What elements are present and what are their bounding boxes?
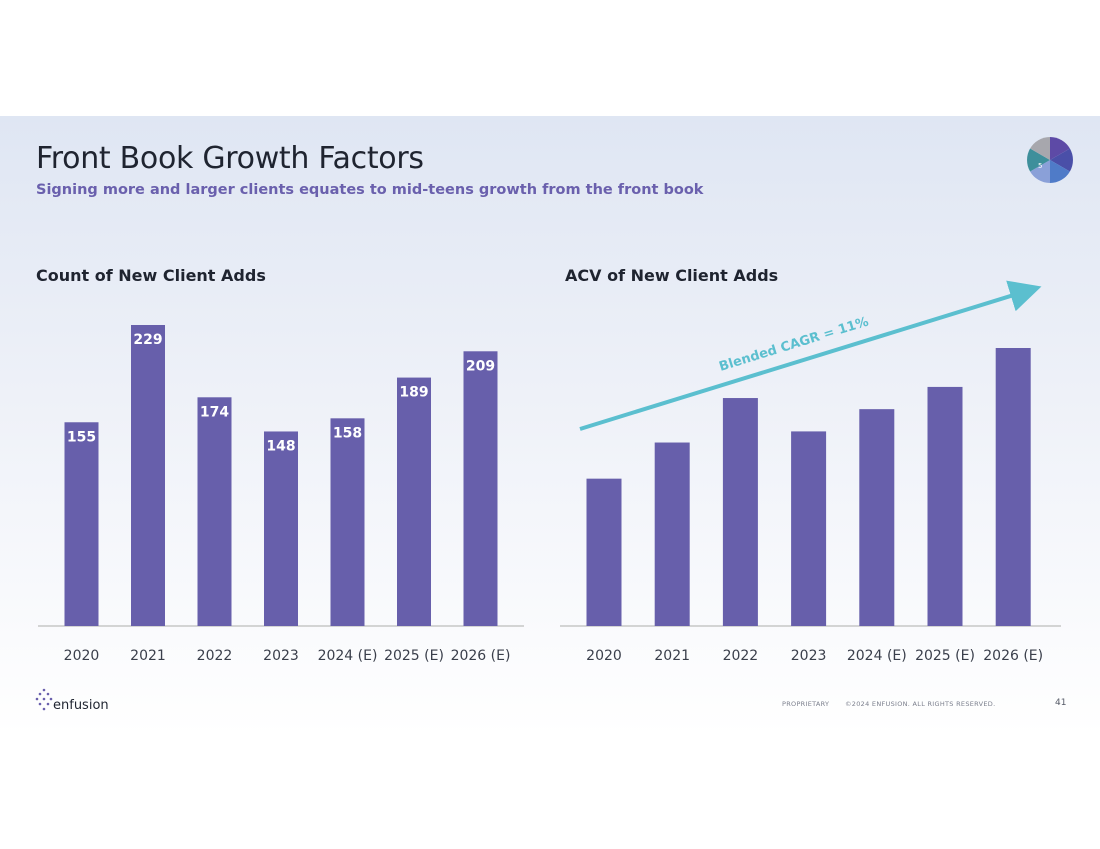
x-tick-label: 2023 [791, 648, 827, 664]
badge-number: 5 [1038, 162, 1042, 170]
x-tick-label: 2025 (E) [915, 648, 975, 664]
enfusion-logo-icon [35, 688, 53, 711]
bar-2021 [131, 325, 165, 626]
data-label: 209 [466, 358, 495, 374]
bar-2022 [722, 398, 758, 626]
x-tick-label: 2024 (E) [318, 648, 378, 664]
slide-background [0, 116, 1100, 736]
cagr-arrow [579, 280, 1042, 431]
bar-2026-E [995, 348, 1031, 626]
hexagon-badge-icon: 5 [1027, 137, 1073, 183]
x-tick-label: 2026 (E) [983, 648, 1043, 664]
x-tick-label: 2022 [197, 648, 233, 664]
data-label: 174 [200, 404, 229, 420]
bar-2026-E [463, 351, 498, 626]
data-label: 229 [133, 332, 162, 348]
x-tick-label: 2026 (E) [451, 648, 511, 664]
x-tick-label: 2023 [263, 648, 299, 664]
bar-2023 [791, 431, 827, 626]
x-tick-label: 2021 [130, 648, 166, 664]
data-label: 155 [67, 429, 96, 445]
bar-2025-E [397, 377, 431, 626]
acv-chart: 2020 2021 2022 2023 2024 (E) 2025 (E) 2026 (E)… [560, 280, 1061, 664]
chart-title-acv: ACV of New Client Adds [565, 266, 779, 285]
footer-proprietary: PROPRIETARY [782, 700, 830, 708]
bar-2021 [654, 442, 690, 626]
x-tick-label: 2025 (E) [384, 648, 444, 664]
x-tick-label: 2022 [723, 648, 759, 664]
x-tick-label: 2020 [586, 648, 622, 664]
data-label: 158 [333, 425, 362, 441]
bar-2020 [64, 422, 99, 626]
footer-copyright: ©2024 ENFUSION. ALL RIGHTS RESERVED. [845, 700, 996, 708]
chart-title-count: Count of New Client Adds [36, 266, 266, 285]
bar-2025-E [927, 386, 963, 626]
data-label: 189 [399, 385, 428, 401]
x-tick-label: 2021 [654, 648, 690, 664]
data-label: 148 [266, 438, 295, 454]
count-chart: 155 2020 229 2021 174 2022 148 2023 158 2024 (E) 1… [38, 325, 524, 664]
page-subtitle: Signing more and larger clients equates … [36, 182, 704, 198]
enfusion-logo-text: enfusion [53, 698, 109, 713]
x-tick-label: 2020 [64, 648, 100, 664]
page-title: Front Book Growth Factors [36, 141, 424, 176]
page-number: 41 [1055, 698, 1067, 708]
bar-2023 [264, 431, 298, 626]
bar-2022 [197, 397, 232, 626]
x-tick-label: 2024 (E) [847, 648, 907, 664]
bar-2024-E [330, 418, 365, 626]
bar-2020 [586, 478, 622, 626]
bar-2024-E [859, 409, 895, 626]
